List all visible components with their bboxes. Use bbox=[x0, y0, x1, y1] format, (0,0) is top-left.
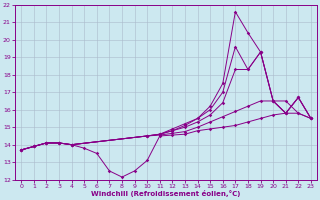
X-axis label: Windchill (Refroidissement éolien,°C): Windchill (Refroidissement éolien,°C) bbox=[92, 190, 241, 197]
